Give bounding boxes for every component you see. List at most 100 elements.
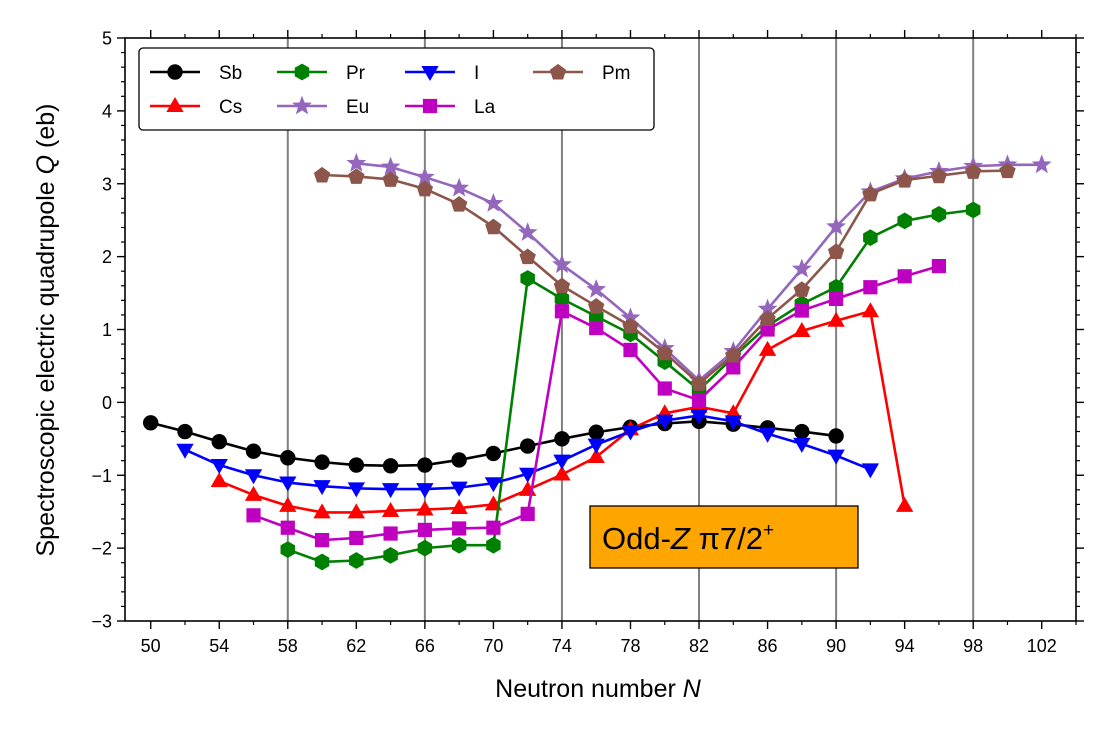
point-sb [451, 452, 467, 468]
annotation-box: Odd-Z π7/2+ [589, 505, 859, 569]
point-pr [931, 205, 947, 223]
point-la [417, 522, 432, 538]
point-pm [827, 243, 845, 259]
point-sb [211, 434, 227, 450]
point-i [416, 483, 434, 499]
point-pr [897, 212, 912, 230]
point-cs [347, 503, 365, 519]
point-cs [313, 503, 331, 519]
y-tick-label: 4 [102, 101, 112, 121]
point-pr [383, 547, 398, 564]
point-la [280, 520, 295, 535]
y-axis-label-unit: (eb) [32, 103, 60, 147]
series-pr [280, 201, 981, 571]
y-tick-label: −2 [91, 539, 112, 559]
legend-label-i: I [474, 63, 479, 84]
point-sb [554, 431, 570, 447]
point-eu [791, 258, 812, 278]
point-eu [517, 222, 538, 242]
annotation-label: π7/2 [690, 521, 763, 556]
data-series [143, 152, 1052, 571]
legend-marker-cs [166, 96, 184, 112]
legend-marker-pr [294, 63, 310, 81]
point-la [726, 360, 741, 375]
point-sb [177, 423, 193, 440]
point-pm [759, 310, 776, 327]
point-sb [314, 454, 330, 470]
point-cs [793, 321, 811, 337]
point-pm [485, 218, 502, 235]
y-axis-label: Spectroscopic electric quadrupole Q (eb) [32, 103, 60, 556]
point-pm [930, 167, 948, 184]
point-eu [346, 152, 367, 172]
legend-item-la: La [405, 97, 496, 118]
point-sb [348, 457, 365, 473]
x-axis-label: Neutron number N [495, 675, 702, 703]
point-la [383, 526, 398, 541]
point-la [452, 521, 467, 536]
y-tick-label: 0 [102, 393, 112, 413]
point-la [486, 520, 501, 535]
legend-entries: Sb Cs Pr Eu I La Pm [150, 63, 631, 118]
x-tick-label: 86 [758, 636, 778, 656]
point-i [793, 437, 811, 453]
legend-label-pm: Pm [602, 63, 631, 84]
point-cs [210, 472, 228, 488]
point-la [931, 258, 947, 274]
point-i [758, 427, 777, 443]
legend-item-pr: Pr [277, 63, 366, 84]
point-pm [964, 163, 982, 179]
point-eu [586, 279, 607, 298]
point-pr [863, 229, 878, 247]
point-i [381, 483, 400, 499]
point-eu [449, 177, 470, 197]
point-pm [725, 346, 742, 363]
point-sb [143, 415, 159, 431]
point-i [450, 481, 468, 497]
point-i [621, 425, 640, 441]
point-i [587, 438, 605, 454]
point-i [484, 477, 503, 493]
x-tick-label: 54 [209, 636, 229, 656]
point-sb [245, 443, 262, 459]
point-pm [348, 168, 365, 184]
x-tick-label: 98 [963, 636, 983, 656]
point-pr [280, 541, 296, 558]
y-axis-label-text: Spectroscopic electric quadrupole [32, 181, 60, 556]
point-la [657, 381, 672, 396]
series-pm [313, 162, 1016, 391]
point-pr [314, 553, 330, 571]
point-sb [280, 450, 296, 466]
legend-marker-la [422, 98, 438, 114]
point-pm [382, 171, 399, 187]
annotation-sup: + [763, 520, 774, 541]
x-tick-label: 66 [415, 636, 435, 656]
point-pr [349, 552, 364, 569]
point-i [279, 476, 297, 492]
x-tick-label: 90 [826, 636, 846, 656]
point-pm [656, 344, 673, 361]
legend-frame [138, 47, 655, 131]
legend-item-pm: Pm [533, 63, 631, 84]
point-i [861, 463, 880, 479]
point-pm [553, 277, 571, 294]
legend-label-la: La [474, 97, 496, 118]
y-tick-label: −3 [91, 612, 112, 632]
point-sb [588, 424, 604, 440]
point-cs [895, 496, 914, 512]
point-eu [483, 193, 504, 212]
point-cs [244, 485, 263, 501]
point-pr [417, 539, 433, 557]
point-pm [588, 298, 605, 314]
x-tick-label: 78 [620, 636, 640, 656]
point-la [589, 320, 604, 336]
legend-item-i: I [405, 63, 479, 84]
point-eu [1031, 154, 1052, 174]
legend-marker-pm [549, 63, 567, 80]
annotation-prefix: Odd- [602, 521, 671, 556]
point-pm [416, 180, 434, 197]
point-pm [793, 281, 811, 297]
point-la [863, 280, 878, 295]
legend: Sb Cs Pr Eu I La Pm [138, 47, 655, 131]
